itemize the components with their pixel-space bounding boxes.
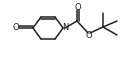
Text: N: N: [62, 23, 68, 33]
Text: O: O: [86, 31, 92, 40]
Text: O: O: [13, 23, 19, 33]
Text: O: O: [75, 3, 81, 12]
